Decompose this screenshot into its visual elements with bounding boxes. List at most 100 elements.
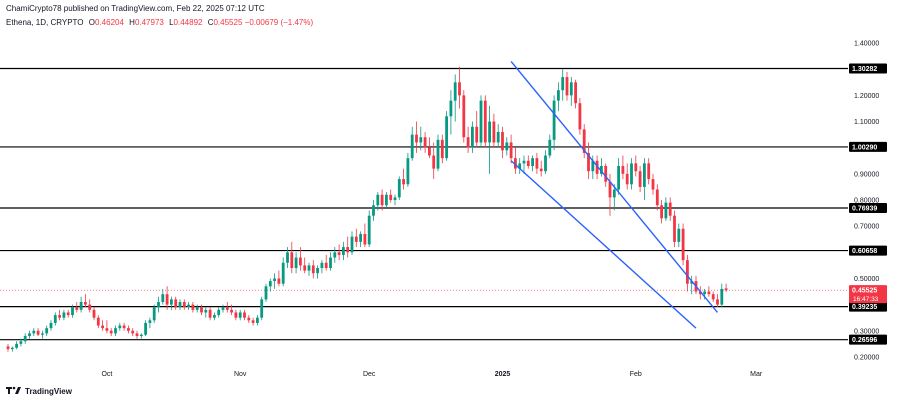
candle-body <box>522 160 526 164</box>
candle-body <box>591 160 595 172</box>
candle-body <box>440 139 444 159</box>
candle-body <box>350 236 354 253</box>
candle-body <box>157 302 160 308</box>
candle-body <box>230 309 233 313</box>
candle-body <box>247 317 251 321</box>
candle-body <box>471 126 474 148</box>
level-label: 0.76939 <box>852 206 877 213</box>
last-price-label-box <box>849 285 887 304</box>
candle-body <box>36 330 40 335</box>
candle-body <box>58 315 61 318</box>
candle-body <box>363 234 367 245</box>
candle-body <box>673 215 676 242</box>
high-label: H <box>129 18 135 27</box>
candle-body <box>32 330 36 334</box>
candle-body <box>711 294 715 300</box>
last-price-label: 0.45525 <box>852 288 877 295</box>
y-tick-label: 0.80000 <box>854 198 879 205</box>
y-tick-label: 1.10000 <box>854 119 879 126</box>
candle-body <box>488 121 491 143</box>
candle-body <box>458 82 461 96</box>
high-value: 0.47973 <box>134 18 164 27</box>
candle-body <box>621 166 625 174</box>
candle-body <box>445 116 448 159</box>
symbol-legend: Ethena, 1D, CRYPTO O0.46204 H0.47973 L0.… <box>6 18 313 27</box>
candle-body <box>290 252 294 268</box>
candle-body <box>703 291 706 295</box>
candle-body <box>501 132 504 151</box>
candle-body <box>539 168 543 172</box>
candle-body <box>397 179 401 198</box>
candle-body <box>698 291 702 295</box>
brand-name: TradingView <box>25 386 72 396</box>
low-value: 0.44892 <box>173 18 203 27</box>
candle-body <box>587 152 590 172</box>
candle-body <box>307 265 311 271</box>
y-tick-label: 0.20000 <box>854 354 879 361</box>
candle-body <box>582 129 586 153</box>
candle-body <box>569 82 573 96</box>
candle-body <box>53 315 57 323</box>
candle-body <box>612 189 616 198</box>
candle-body <box>148 320 152 323</box>
candle-body <box>423 137 427 148</box>
candle-body <box>432 155 436 169</box>
candle-body <box>630 163 633 185</box>
x-tick-label: Mar <box>750 371 763 378</box>
channel-upper-line <box>510 60 719 313</box>
candle-body <box>526 160 530 166</box>
candle-body <box>200 307 203 313</box>
y-tick-label: 1.20000 <box>854 93 879 100</box>
level-label: 0.60658 <box>852 248 877 255</box>
candle-body <box>109 330 113 334</box>
candle-body <box>299 257 302 266</box>
candle-body <box>720 288 724 305</box>
level-label-box <box>849 245 887 256</box>
candle-body <box>625 173 629 185</box>
x-tick-label: Dec <box>363 371 376 378</box>
candle-body <box>449 100 453 117</box>
candle-body <box>531 158 534 166</box>
candle-body <box>286 252 289 263</box>
candle-body <box>724 288 728 291</box>
candle-body <box>303 265 307 271</box>
y-tick-label: 0.30000 <box>854 328 879 335</box>
candle-body <box>367 215 371 245</box>
candle-body <box>415 134 418 143</box>
candle-body <box>144 322 147 335</box>
candle-body <box>281 262 285 284</box>
candle-body <box>49 322 53 329</box>
candle-body <box>466 137 470 148</box>
candle-body <box>174 299 178 308</box>
open-label: O <box>88 18 95 27</box>
candle-body <box>84 302 87 305</box>
candle-body <box>251 320 255 323</box>
candle-body <box>686 260 689 284</box>
y-tick-label: 0.90000 <box>854 171 879 178</box>
candle-body <box>406 158 410 185</box>
candle-body <box>385 194 388 206</box>
candle-body <box>225 307 229 310</box>
candle-body <box>105 328 109 331</box>
low-label: L <box>169 18 174 27</box>
candle-body <box>213 315 216 318</box>
candle-body <box>28 333 31 336</box>
candle-body <box>716 299 719 305</box>
candle-body <box>376 194 380 206</box>
channel-lower-line <box>510 160 697 329</box>
candle-body <box>535 158 539 169</box>
publisher-line: ChamiCrypto78 published on TradingView.c… <box>6 4 265 13</box>
candle-body <box>294 257 298 268</box>
candle-body <box>101 325 104 329</box>
candle-body <box>316 268 319 274</box>
candle-body <box>509 142 513 159</box>
candle-body <box>23 336 27 342</box>
candle-body <box>75 307 79 310</box>
candle-body <box>62 312 66 318</box>
level-label: 1.30282 <box>852 66 877 73</box>
candle-body <box>393 197 397 200</box>
candle-body <box>681 228 685 261</box>
candle-body <box>402 179 405 185</box>
candle-body <box>492 121 496 143</box>
